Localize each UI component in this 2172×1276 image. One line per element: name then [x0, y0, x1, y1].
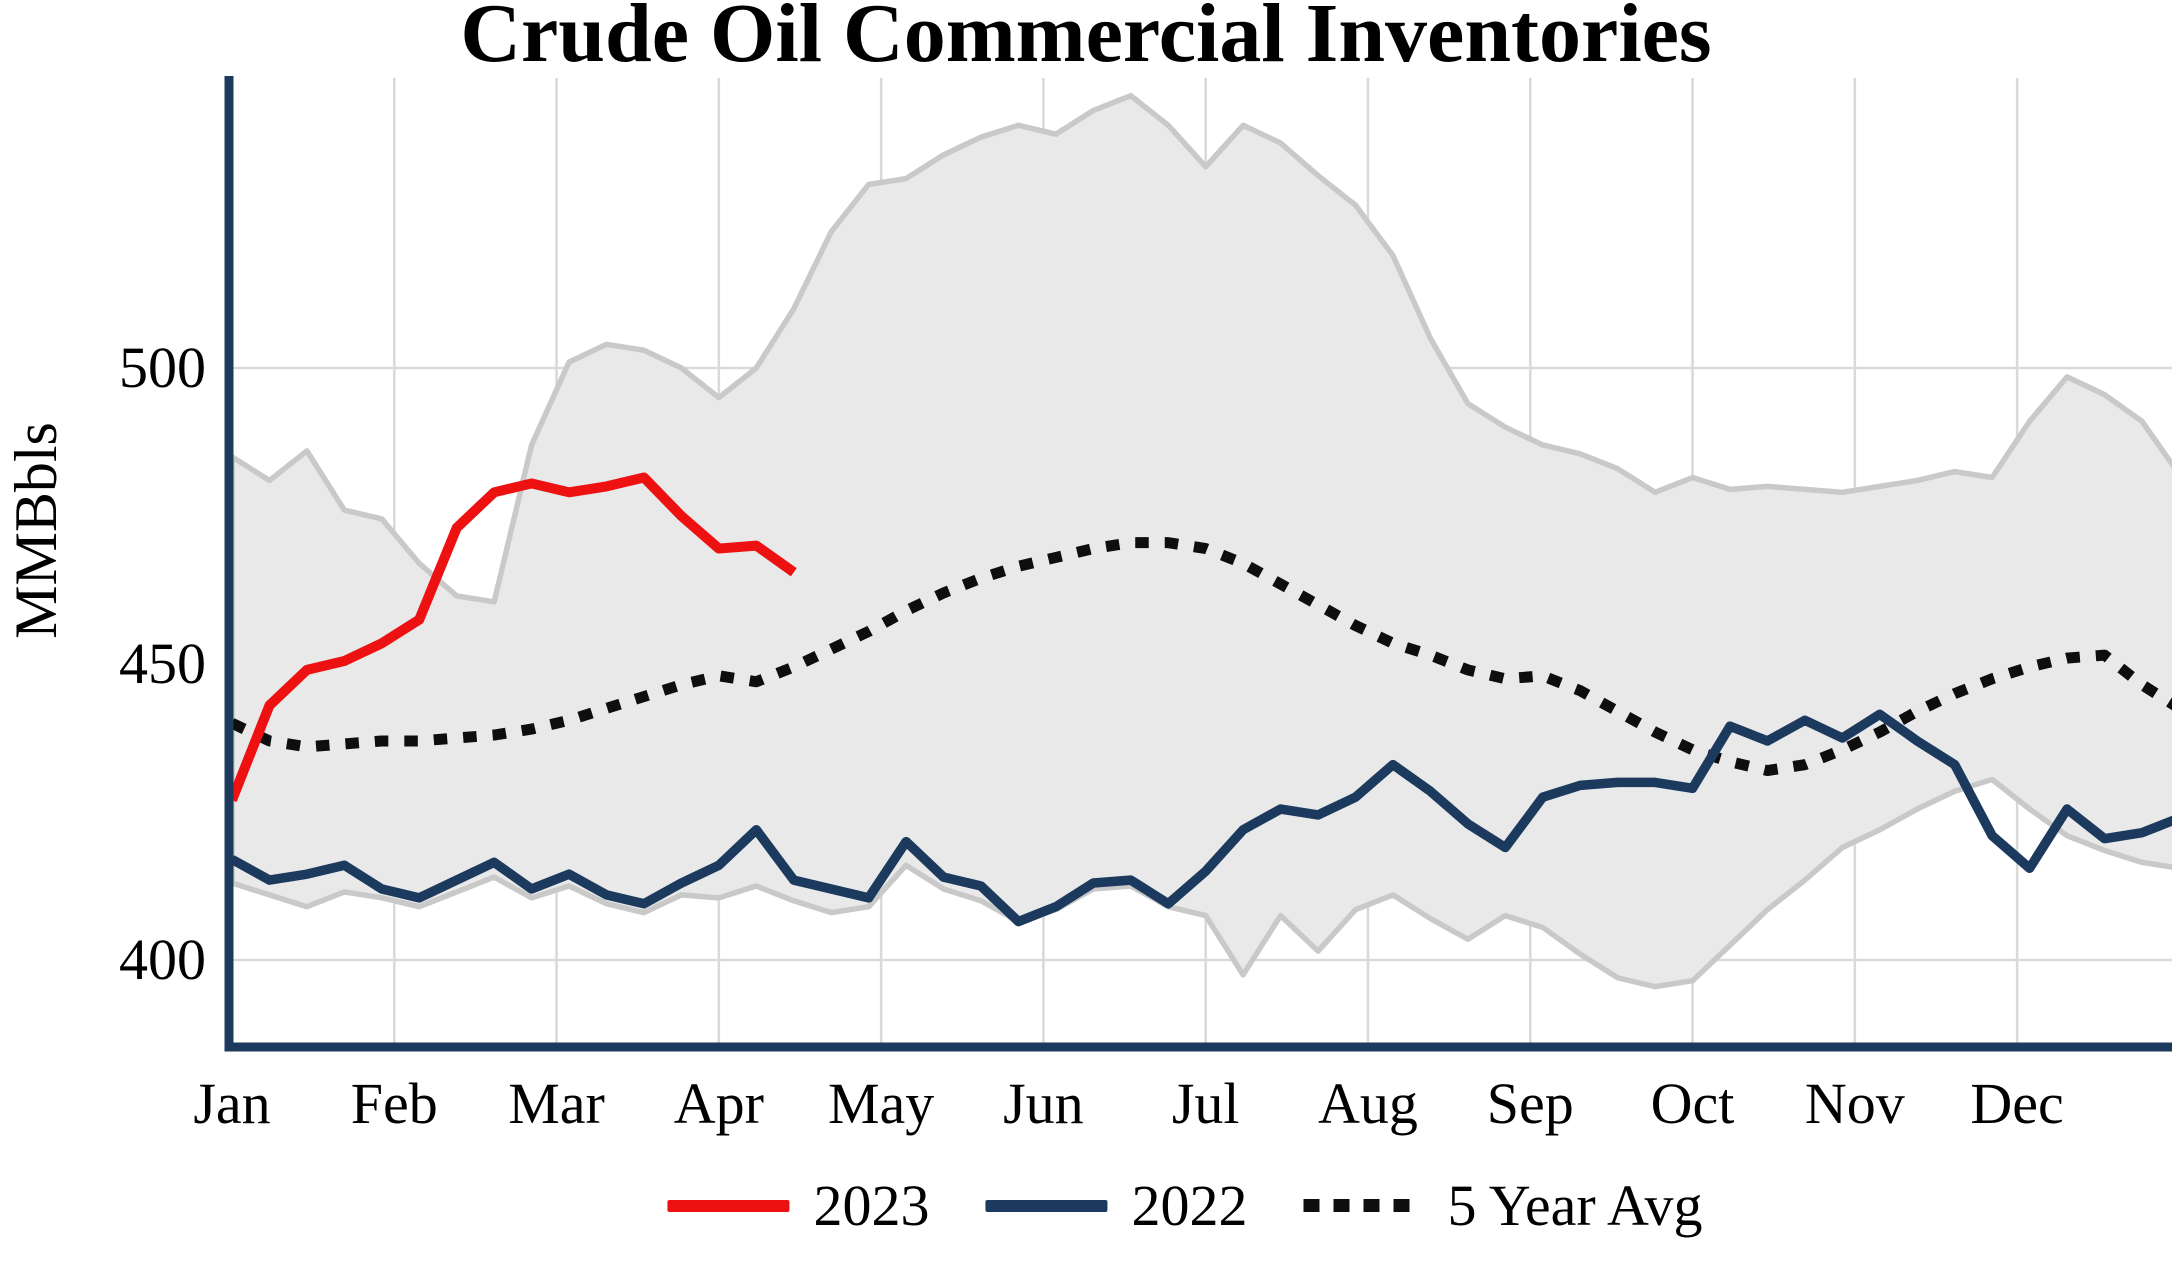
- x-tick-label: Apr: [673, 1071, 764, 1136]
- y-tick-label: 400: [119, 927, 206, 992]
- x-tick-label: Jun: [1003, 1071, 1084, 1136]
- x-tick-label: Nov: [1804, 1071, 1905, 1136]
- legend-2022-line-swatch: [985, 1199, 1108, 1212]
- x-tick-label: May: [827, 1071, 935, 1136]
- series-line-5-year-avg: [229, 537, 2172, 777]
- legend-item-5yr-avg: 5 Year Avg: [1303, 1172, 1703, 1239]
- x-tick-label: Jul: [1171, 1071, 1240, 1136]
- legend-item-2022: 2022: [985, 1172, 1247, 1239]
- legend-5yr-avg-label: 5 Year Avg: [1447, 1173, 1703, 1238]
- legend-5yr-avg-dotted-swatch: [1303, 1199, 1424, 1212]
- x-tick-label: Aug: [1318, 1071, 1418, 1136]
- x-tick-label: Feb: [350, 1071, 438, 1136]
- y-tick-label: 450: [119, 631, 206, 696]
- legend: 2023 2022 5 Year Avg: [667, 1172, 1703, 1239]
- y-tick-label: 500: [119, 335, 206, 400]
- y-axis-title-text: MMBbls: [2, 421, 69, 639]
- legend-2023-line-swatch: [667, 1199, 790, 1212]
- x-tick-label: Jan: [193, 1071, 271, 1136]
- x-tick-label: Dec: [1970, 1071, 2064, 1136]
- legend-2023-label: 2023: [813, 1173, 930, 1238]
- legend-item-2023: 2023: [667, 1172, 929, 1239]
- x-tick-label: Sep: [1486, 1071, 1574, 1136]
- x-tick-label: Mar: [508, 1071, 605, 1136]
- five-year-range-band: [229, 92, 2172, 990]
- chart-title: Crude Oil Commercial Inventories: [460, 0, 1712, 80]
- series-line-2023: [227, 472, 797, 802]
- x-tick-label: Oct: [1650, 1071, 1735, 1136]
- series-line-2022: [229, 709, 2172, 927]
- legend-2022-label: 2022: [1131, 1173, 1248, 1238]
